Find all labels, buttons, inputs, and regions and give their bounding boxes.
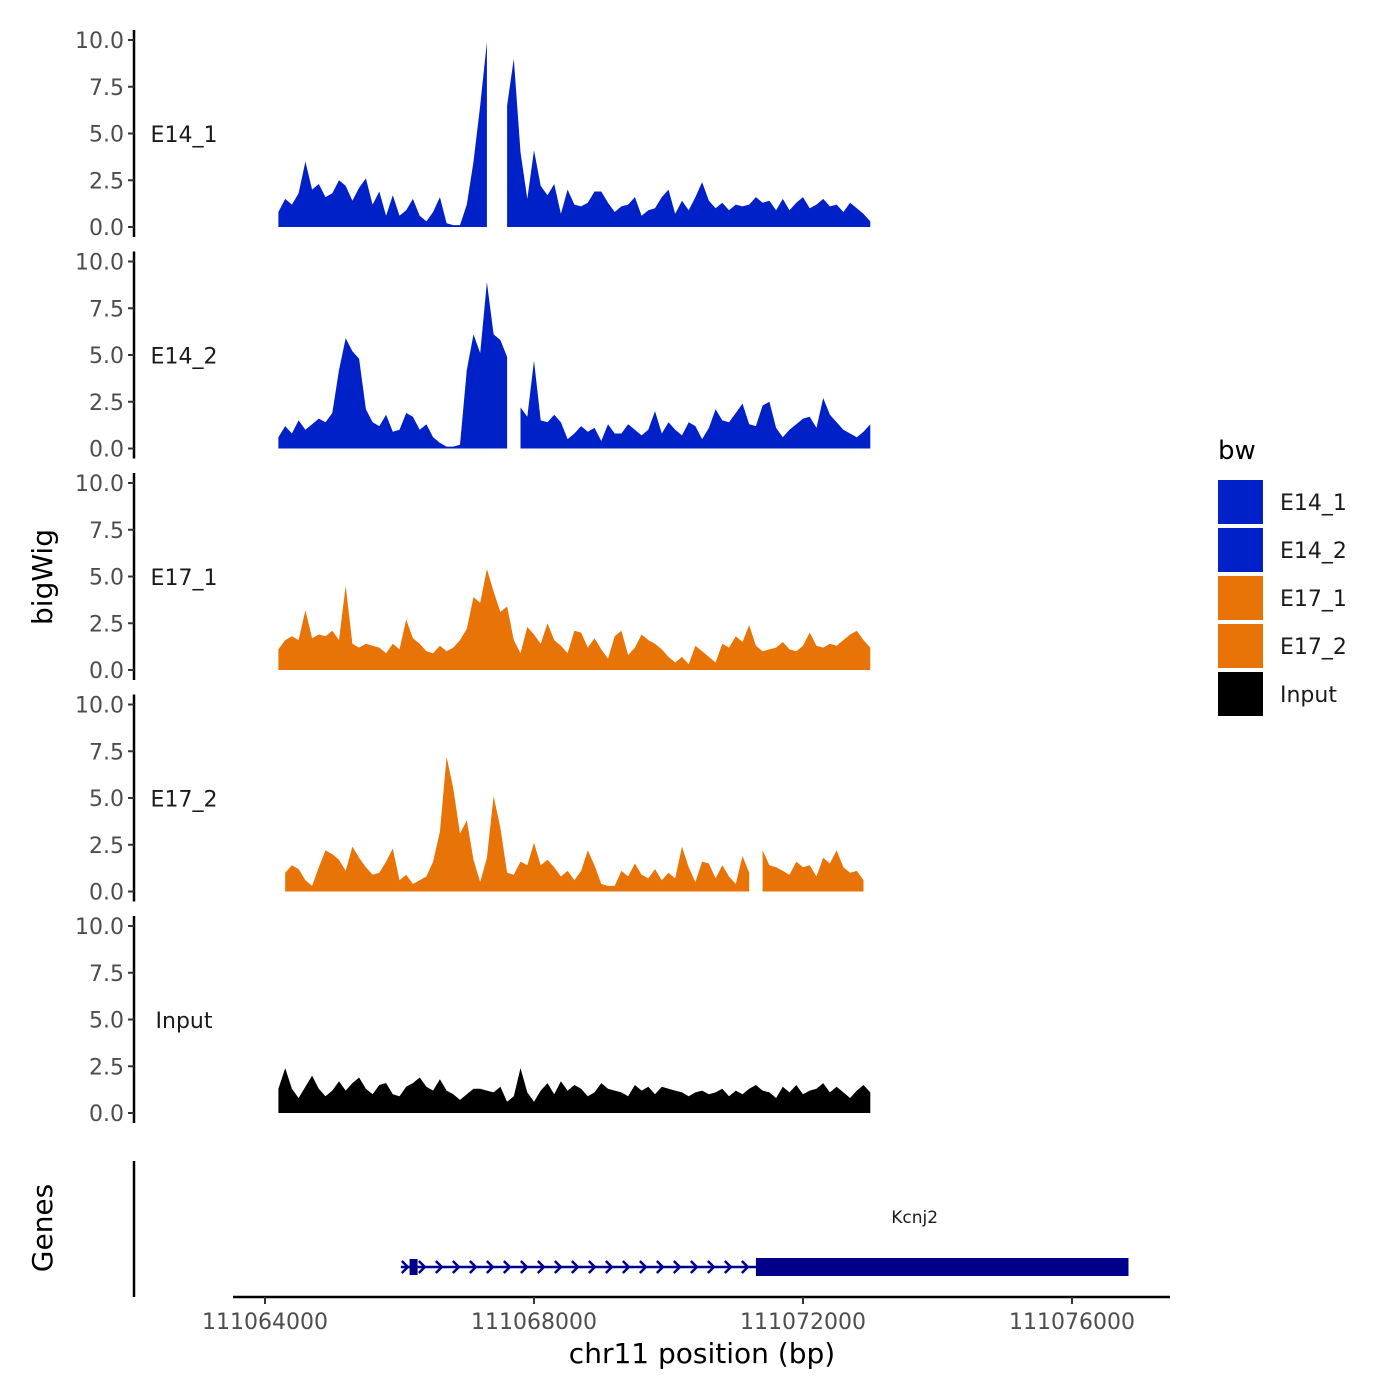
strand-arrow xyxy=(400,1260,410,1274)
y-tick-label: 5.0 xyxy=(89,123,124,148)
strand-arrow xyxy=(672,1260,682,1274)
x-tick-label: 111068000 xyxy=(471,1310,597,1335)
y-tick-label: 0.0 xyxy=(89,659,124,684)
track-E14_1: 0.0 2.5 5.0 7.5 10.0 E14_1 xyxy=(75,29,871,241)
area-E14_1 xyxy=(278,41,871,228)
y-tick-label: 2.5 xyxy=(89,1055,124,1080)
y-tick-label: 2.5 xyxy=(89,169,124,194)
legend-label: Input xyxy=(1280,683,1337,708)
legend-label: E14_2 xyxy=(1280,539,1347,564)
track-E17_2: 0.0 2.5 5.0 7.5 10.0 E17_2 xyxy=(75,694,864,906)
gene-label: Kcnj2 xyxy=(891,1208,938,1228)
strand-arrow xyxy=(417,1260,427,1274)
bigwig-tracks: 0.0 2.5 5.0 7.5 10.0 E14_1 0.0 2.5 5.0 7.5 10.0 E14… xyxy=(75,29,871,1127)
y-tick-label: 7.5 xyxy=(89,297,124,322)
x-tick-label: 111064000 xyxy=(202,1310,328,1335)
y-tick-label: 10.0 xyxy=(75,29,124,54)
strand-arrow xyxy=(519,1260,529,1274)
legend-label: E17_1 xyxy=(1280,587,1347,612)
y-tick-label: 7.5 xyxy=(89,519,124,544)
strand-arrow xyxy=(553,1260,563,1274)
strand-arrows xyxy=(400,1260,750,1274)
strand-arrow xyxy=(468,1260,478,1274)
gene-exon-last xyxy=(755,1258,1129,1276)
y-tick-label: 5.0 xyxy=(89,1009,124,1034)
track-label: E17_2 xyxy=(151,788,218,813)
y-tick-label: 10.0 xyxy=(75,472,124,497)
y-tick-label: 0.0 xyxy=(89,881,124,906)
y-tick-label: 0.0 xyxy=(89,216,124,241)
area-E17_1 xyxy=(278,569,871,670)
strand-arrow xyxy=(434,1260,444,1274)
track-label: E17_1 xyxy=(151,566,218,591)
y-axis-title: bigWig xyxy=(26,529,59,625)
legend-key-E14_2 xyxy=(1218,528,1263,572)
area-E14_2 xyxy=(278,282,871,449)
y-tick-label: 5.0 xyxy=(89,787,124,812)
track-Input: 0.0 2.5 5.0 7.5 10.0 Input xyxy=(75,915,871,1127)
strand-arrow xyxy=(706,1260,716,1274)
y-tick-label: 7.5 xyxy=(89,740,124,765)
strand-arrow xyxy=(621,1260,631,1274)
strand-arrow xyxy=(723,1260,733,1274)
strand-arrow xyxy=(689,1260,699,1274)
legend-label: E17_2 xyxy=(1280,635,1347,660)
track-label: E14_2 xyxy=(151,345,218,370)
y-tick-label: 7.5 xyxy=(89,76,124,101)
track-label: Input xyxy=(156,1009,213,1034)
legend-key-E17_2 xyxy=(1218,624,1263,668)
legend-title: bw xyxy=(1218,436,1256,466)
legend: bw E14_1 E14_2 E17_1 E17_2 Input xyxy=(1218,436,1347,716)
area-E17_2 xyxy=(285,756,864,892)
x-axis: 111064000 111068000 111072000 111076000 xyxy=(202,1295,1170,1335)
y-tick-label: 10.0 xyxy=(75,251,124,276)
y-tick-label: 0.0 xyxy=(89,1102,124,1127)
strand-arrow xyxy=(451,1260,461,1274)
legend-key-E14_1 xyxy=(1218,480,1263,524)
strand-arrow xyxy=(502,1260,512,1274)
track-E14_2: 0.0 2.5 5.0 7.5 10.0 E14_2 xyxy=(75,251,871,463)
strand-arrow xyxy=(740,1260,750,1274)
y-tick-label: 5.0 xyxy=(89,566,124,591)
y-tick-label: 0.0 xyxy=(89,438,124,463)
genes-panel: Kcnj2 xyxy=(132,1161,1129,1297)
y-tick-label: 7.5 xyxy=(89,962,124,987)
area-Input xyxy=(278,1068,871,1113)
legend-key-Input xyxy=(1218,672,1263,716)
y-tick-label: 2.5 xyxy=(89,612,124,637)
legend-label: E14_1 xyxy=(1280,491,1347,516)
strand-arrow xyxy=(587,1260,597,1274)
strand-arrow xyxy=(570,1260,580,1274)
legend-key-E17_1 xyxy=(1218,576,1263,620)
strand-arrow xyxy=(536,1260,546,1274)
track-E17_1: 0.0 2.5 5.0 7.5 10.0 E17_1 xyxy=(75,472,871,684)
track-label: E14_1 xyxy=(151,123,218,148)
gene-exon-first xyxy=(409,1259,418,1275)
x-tick-label: 111076000 xyxy=(1009,1310,1135,1335)
strand-arrow xyxy=(604,1260,614,1274)
strand-arrow xyxy=(485,1260,495,1274)
x-axis-title: chr11 position (bp) xyxy=(569,1337,835,1370)
strand-arrow xyxy=(638,1260,648,1274)
genes-axis-title: Genes xyxy=(26,1184,59,1272)
y-tick-label: 2.5 xyxy=(89,391,124,416)
y-tick-label: 2.5 xyxy=(89,834,124,859)
x-tick-label: 111072000 xyxy=(740,1310,866,1335)
y-tick-label: 5.0 xyxy=(89,344,124,369)
y-tick-label: 10.0 xyxy=(75,694,124,719)
y-tick-label: 10.0 xyxy=(75,915,124,940)
strand-arrow xyxy=(655,1260,665,1274)
